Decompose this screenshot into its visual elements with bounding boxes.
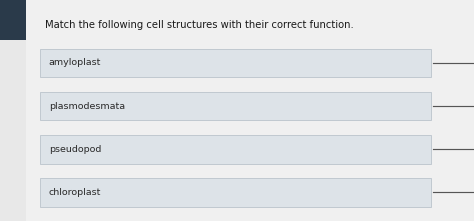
FancyBboxPatch shape	[40, 135, 431, 164]
FancyBboxPatch shape	[40, 92, 431, 120]
Text: Match the following cell structures with their correct function.: Match the following cell structures with…	[45, 20, 354, 30]
Text: chloroplast: chloroplast	[49, 188, 101, 197]
Text: amyloplast: amyloplast	[49, 59, 101, 67]
Text: plasmodesmata: plasmodesmata	[49, 102, 125, 110]
FancyBboxPatch shape	[26, 0, 474, 221]
FancyBboxPatch shape	[0, 0, 26, 40]
FancyBboxPatch shape	[40, 49, 431, 77]
FancyBboxPatch shape	[40, 178, 431, 207]
Text: pseudopod: pseudopod	[49, 145, 101, 154]
